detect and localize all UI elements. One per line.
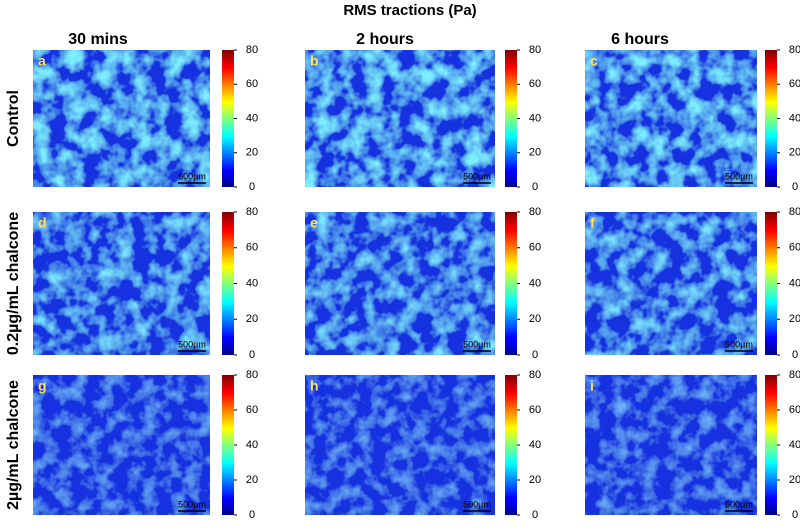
row-label: 0.2µg/mL chalcone [5,212,22,355]
colorbar-tick-label: 40 [529,112,541,124]
colorbar-tick-label: 60 [529,78,541,90]
colorbar-tick-label: 40 [789,277,800,289]
colorbar-tick-label: 80 [789,44,800,56]
colorbar-tick-label: 60 [529,242,541,254]
panel-letter: i [590,378,594,394]
panel-letter: d [38,215,47,231]
scale-bar-label: 500µm [178,499,206,509]
colorbar-tick-label: 80 [789,369,800,381]
column-header: 6 hours [611,31,669,48]
colorbar-tick-label: 20 [789,313,800,325]
colorbar-tick-label: 80 [246,206,258,218]
column-header: 30 mins [68,31,128,48]
panel-letter: b [310,53,319,69]
colorbar-tick-label: 60 [789,78,800,90]
colorbar-tick-label: 40 [529,439,541,451]
panel-letter: h [310,378,319,394]
colorbar-tick-label: 60 [789,404,800,416]
colorbar-tick-label: 20 [529,147,541,159]
scale-bar-label: 500µm [178,171,206,181]
traction-map [33,212,210,355]
colorbar-tick-label: 0 [249,349,255,361]
colorbar [222,375,234,515]
colorbar-tick-label: 20 [246,474,258,486]
traction-map [305,212,495,355]
colorbar-tick-label: 20 [529,313,541,325]
scale-bar-label: 500µm [463,499,491,509]
scale-bar-label: 500µm [463,171,491,181]
traction-map [585,50,757,187]
colorbar [505,375,517,515]
colorbar-tick-label: 80 [789,206,800,218]
colorbar-tick-label: 0 [792,509,798,521]
scale-bar-label: 500µm [463,339,491,349]
colorbar-tick-label: 20 [789,474,800,486]
traction-map [33,50,210,187]
colorbar-tick-label: 80 [246,369,258,381]
column-header: 2 hours [356,31,414,48]
colorbar-tick-label: 60 [246,404,258,416]
colorbar-tick-label: 0 [792,349,798,361]
colorbar-tick-label: 80 [529,369,541,381]
row-label: Control [5,90,22,147]
scale-bar-label: 500µm [725,499,753,509]
colorbar [765,50,777,187]
traction-map [585,375,757,515]
colorbar-tick-label: 60 [529,404,541,416]
colorbar-tick-label: 0 [249,181,255,193]
colorbar-tick-label: 0 [792,181,798,193]
colorbar-tick-label: 20 [246,313,258,325]
colorbar-tick-label: 0 [532,509,538,521]
colorbar [765,212,777,355]
panel-letter: g [38,378,47,394]
row-label: 2µg/mL chalcone [5,380,22,510]
panel-letter: e [310,215,318,231]
panel-letter: c [590,53,598,69]
figure-title: RMS tractions (Pa) [343,2,476,19]
colorbar-tick-label: 60 [246,78,258,90]
colorbar-tick-label: 40 [246,439,258,451]
colorbar-tick-label: 20 [789,147,800,159]
colorbar-tick-label: 40 [529,277,541,289]
colorbar [765,375,777,515]
scale-bar-label: 500µm [725,171,753,181]
colorbar [505,212,517,355]
traction-map [33,375,210,515]
colorbar-tick-label: 40 [246,277,258,289]
colorbar [505,50,517,187]
colorbar-tick-label: 60 [246,242,258,254]
panel-letter: a [38,53,46,69]
colorbar-tick-label: 40 [789,112,800,124]
colorbar-tick-label: 0 [532,181,538,193]
traction-map [305,375,495,515]
traction-map [305,50,495,187]
colorbar-tick-label: 80 [529,206,541,218]
colorbar [222,212,234,355]
colorbar-tick-label: 0 [249,509,255,521]
colorbar-tick-label: 60 [789,242,800,254]
panel-letter: f [590,215,595,231]
colorbar-tick-label: 80 [529,44,541,56]
colorbar-tick-label: 80 [246,44,258,56]
traction-map [585,212,757,355]
scale-bar-label: 500µm [178,339,206,349]
colorbar-tick-label: 40 [789,439,800,451]
colorbar-tick-label: 20 [529,474,541,486]
colorbar-tick-label: 20 [246,147,258,159]
colorbar [222,50,234,187]
scale-bar-label: 500µm [725,339,753,349]
colorbar-tick-label: 0 [532,349,538,361]
colorbar-tick-label: 40 [246,112,258,124]
